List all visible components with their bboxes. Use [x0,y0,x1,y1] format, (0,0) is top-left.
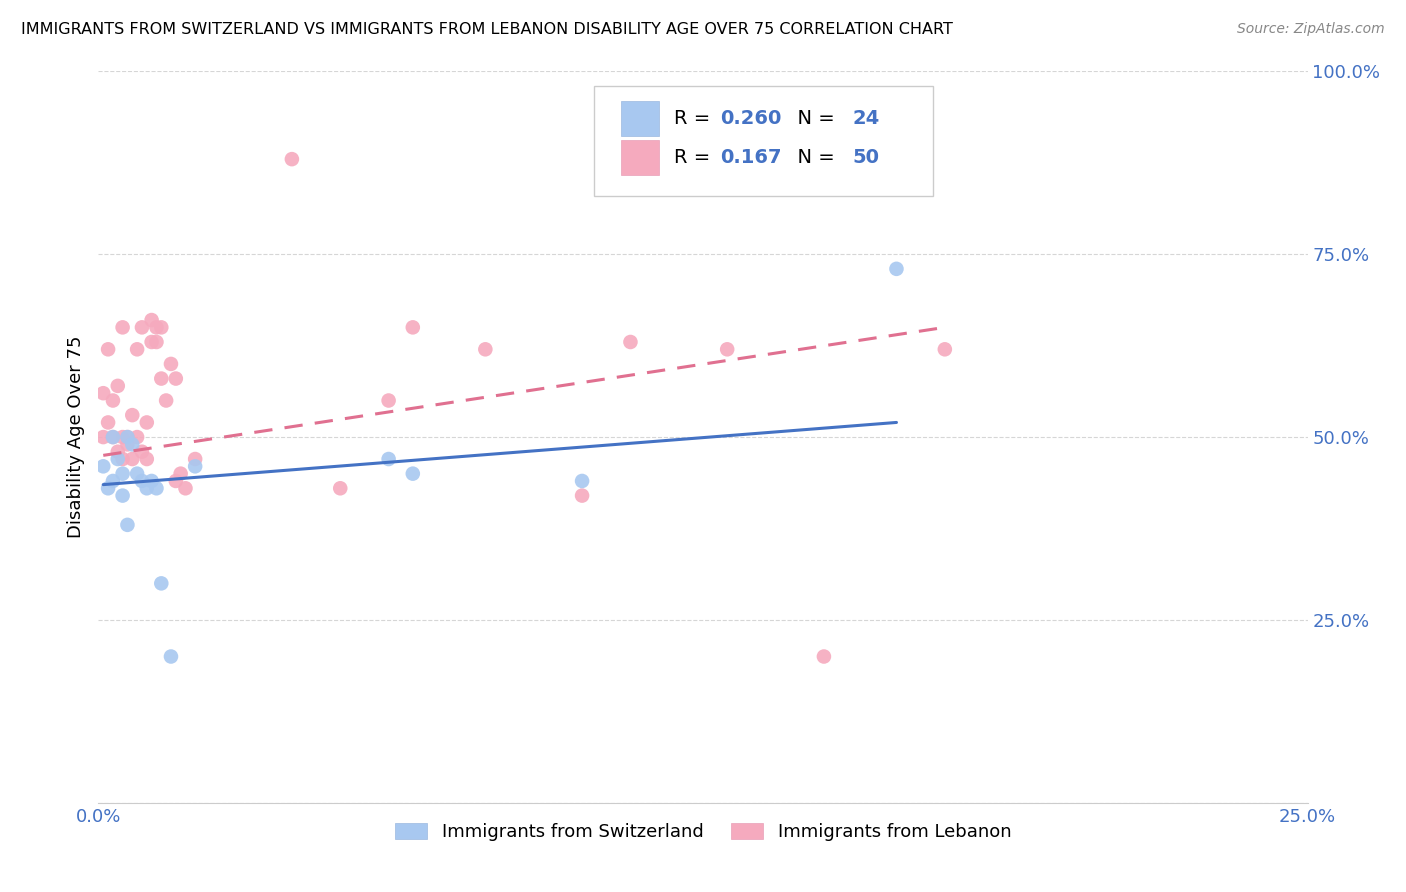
Point [121,437,143,451]
Point [150,371,173,385]
Point [91,386,114,401]
Point [127,430,149,444]
Point [135,481,157,495]
Point [97,343,120,357]
Text: 0.260: 0.260 [720,109,782,128]
Point [111,320,134,334]
Text: N =: N = [785,148,841,167]
Point [135,452,157,467]
Point [145,334,167,349]
Point [184,459,207,474]
Point [169,467,191,481]
Point [121,452,143,467]
Point [619,334,641,349]
Point [135,416,157,430]
Point [329,481,352,495]
Text: 24: 24 [853,109,880,128]
Y-axis label: Disability Age Over 75: Disability Age Over 75 [66,335,84,539]
Point [150,576,173,591]
Point [117,517,139,532]
Point [886,261,908,276]
Point [141,474,163,488]
Point [101,430,124,444]
Point [107,444,129,458]
Point [377,393,399,408]
Point [155,393,177,408]
Text: 0.167: 0.167 [720,148,782,167]
Point [184,452,207,467]
Point [165,371,187,385]
Point [131,320,153,334]
Point [474,343,496,357]
Point [127,467,149,481]
Point [571,489,593,503]
Point [571,474,593,488]
Text: Source: ZipAtlas.com: Source: ZipAtlas.com [1237,22,1385,37]
Point [97,481,120,495]
Point [117,437,139,451]
Point [402,467,425,481]
Text: IMMIGRANTS FROM SWITZERLAND VS IMMIGRANTS FROM LEBANON DISABILITY AGE OVER 75 CO: IMMIGRANTS FROM SWITZERLAND VS IMMIGRANT… [21,22,953,37]
Point [101,430,124,444]
Point [174,481,197,495]
Point [402,320,425,334]
Point [131,444,153,458]
Point [91,430,114,444]
Point [281,152,304,166]
Point [934,343,956,357]
FancyBboxPatch shape [621,140,659,175]
Text: R =: R = [673,109,717,128]
Legend: Immigrants from Switzerland, Immigrants from Lebanon: Immigrants from Switzerland, Immigrants … [388,816,1018,848]
Point [145,481,167,495]
Point [716,343,738,357]
Point [127,343,149,357]
Point [131,474,153,488]
Point [145,320,167,334]
FancyBboxPatch shape [595,86,932,195]
Text: R =: R = [673,148,723,167]
Point [160,357,183,371]
Point [141,313,163,327]
Point [111,467,134,481]
Point [160,649,183,664]
Point [107,379,129,393]
Point [107,452,129,467]
Point [91,459,114,474]
Text: N =: N = [785,109,841,128]
Point [111,430,134,444]
Point [101,393,124,408]
Point [97,416,120,430]
Point [813,649,835,664]
Point [150,320,173,334]
Point [111,452,134,467]
Point [111,489,134,503]
Point [117,430,139,444]
Point [377,452,399,467]
FancyBboxPatch shape [621,101,659,136]
Point [117,430,139,444]
Text: 50: 50 [853,148,880,167]
Point [165,474,187,488]
Point [141,334,163,349]
Point [121,408,143,422]
Point [101,474,124,488]
